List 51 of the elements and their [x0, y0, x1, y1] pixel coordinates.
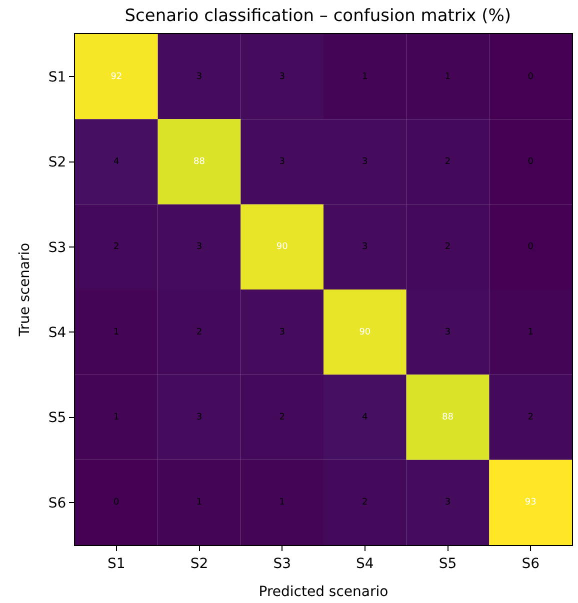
data-label: 90: [359, 327, 371, 338]
data-label: 4: [114, 157, 120, 167]
y-tick-label: S5: [48, 410, 66, 426]
chart-title: Scenario classification – confusion matrix (%): [124, 6, 512, 26]
data-label: 2: [114, 242, 120, 252]
data-label: 3: [196, 72, 202, 82]
data-label: 1: [528, 327, 534, 338]
data-label: 2: [444, 242, 451, 252]
data-label: 93: [524, 498, 536, 508]
data-label: 1: [114, 327, 120, 338]
data-label: 88: [442, 412, 454, 422]
data-label: 2: [196, 327, 202, 338]
data-label: 1: [196, 498, 202, 508]
data-label: 3: [362, 157, 368, 167]
data-label: 88: [194, 157, 206, 167]
data-label: 90: [276, 242, 288, 252]
y-axis-title: True scenario: [17, 242, 34, 338]
x-tick-label: S1: [108, 556, 126, 572]
data-label: 0: [528, 242, 534, 252]
data-label: 1: [279, 498, 285, 508]
data-label: 2: [444, 157, 451, 167]
x-axis-title: Predicted scenario: [258, 584, 388, 600]
data-label: 0: [114, 498, 120, 508]
y-tick-label: S3: [48, 240, 66, 256]
y-tick-label: S1: [48, 69, 66, 86]
x-tick-label: S3: [273, 556, 291, 572]
data-label: 2: [279, 412, 285, 422]
x-tick-label: S6: [522, 556, 540, 572]
data-label: 0: [528, 157, 534, 167]
data-label: 0: [528, 72, 534, 82]
data-label: 3: [196, 412, 202, 422]
data-label: 1: [362, 72, 368, 82]
x-tick-label: S4: [356, 556, 374, 572]
data-label: 92: [110, 72, 122, 82]
data-label: 4: [362, 412, 368, 422]
data-label: 2: [528, 412, 534, 422]
y-tick-label: S6: [48, 495, 66, 512]
x-tick-label: S5: [438, 556, 457, 572]
data-label: 1: [444, 72, 451, 82]
data-label: 3: [279, 157, 285, 167]
y-tick-label: S4: [48, 324, 66, 341]
y-tick-label: S2: [48, 154, 66, 171]
data-label: 3: [444, 498, 451, 508]
data-label: 2: [362, 498, 368, 508]
x-tick-label: S2: [190, 556, 208, 572]
data-label: 3: [279, 327, 285, 338]
data-label: 3: [362, 242, 368, 252]
data-label: 1: [114, 412, 120, 422]
data-label: 3: [444, 327, 451, 338]
data-label: 3: [196, 242, 202, 252]
data-label: 3: [279, 72, 285, 82]
